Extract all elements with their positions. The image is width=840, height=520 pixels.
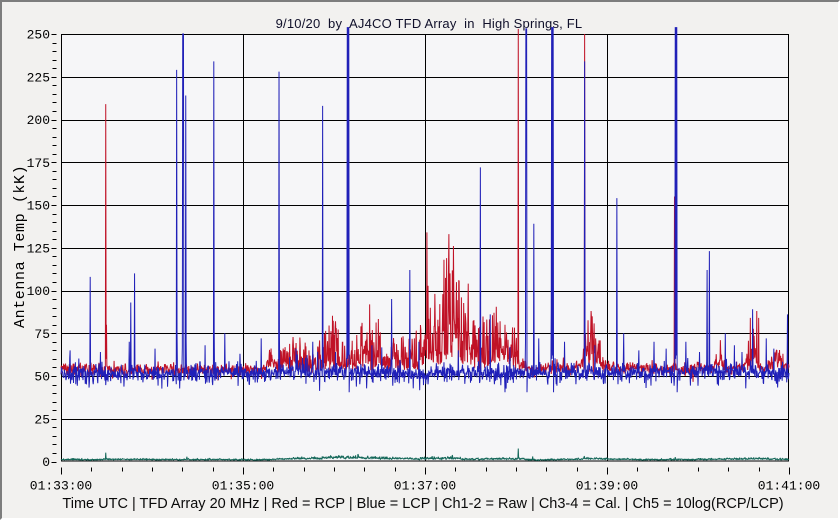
x-tick-label: 01:37:00: [394, 479, 456, 494]
chart-title: 9/10/20 by AJ4CO TFD Array in High Sprin…: [275, 16, 583, 31]
ratio-trace-green: [60, 448, 790, 462]
y-tick-label: 175: [27, 156, 50, 171]
plot-border: [61, 34, 789, 462]
y-tick-label: 200: [27, 113, 50, 128]
x-tick-label: 01:41:00: [758, 479, 820, 494]
x-tick-label: 01:39:00: [576, 479, 638, 494]
y-tick-label: 50: [34, 370, 50, 385]
y-tick-label: 75: [34, 327, 50, 342]
rcp-trace-red: [60, 28, 790, 382]
lcp-trace-blue: [60, 27, 790, 393]
y-tick-label: 250: [27, 28, 50, 43]
x-tick-label: 01:33:00: [30, 479, 92, 494]
x-tick-label: 01:35:00: [212, 479, 274, 494]
status-bar: Time UTC | TFD Array 20 MHz | Red = RCP …: [62, 496, 784, 512]
y-tick-label: 25: [34, 412, 50, 427]
y-tick-label: 150: [27, 199, 50, 214]
y-tick-label: 125: [27, 241, 50, 256]
y-tick-label: 0: [42, 455, 50, 470]
y-tick-label: 100: [27, 284, 50, 299]
y-tick-label: 225: [27, 70, 50, 85]
